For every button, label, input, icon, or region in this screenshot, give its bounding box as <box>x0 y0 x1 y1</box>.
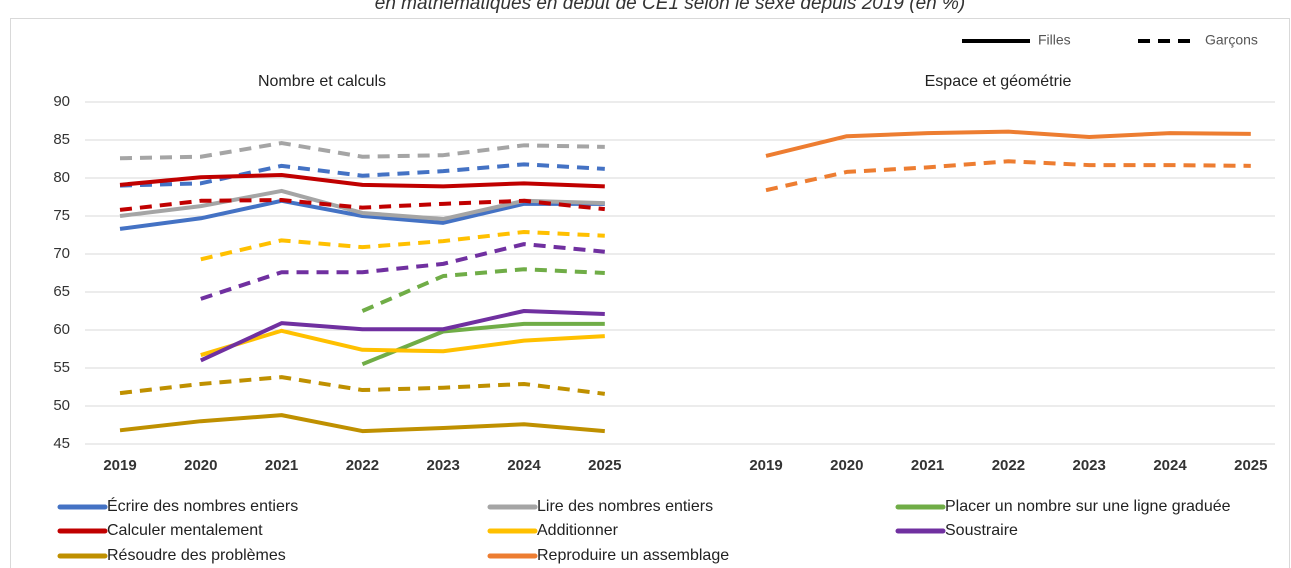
series-line <box>119 375 606 396</box>
legend-label: Résoudre des problèmes <box>107 547 286 564</box>
y-tick-label: 70 <box>53 245 70 262</box>
series-line <box>765 159 1251 193</box>
x-tick-label: 2025 <box>1234 457 1267 474</box>
y-tick-label: 90 <box>53 93 70 110</box>
x-tick-label: 2022 <box>346 457 379 474</box>
x-tick-label: 2022 <box>992 457 1025 474</box>
x-tick-label: 2020 <box>830 457 863 474</box>
x-tick-label: 2019 <box>749 457 782 474</box>
series-line <box>119 198 606 212</box>
series-line <box>119 413 605 434</box>
x-tick-label: 2019 <box>103 457 136 474</box>
legend-label: Soustraire <box>945 522 1018 539</box>
y-tick-label: 85 <box>53 131 70 148</box>
series-line <box>119 162 605 188</box>
y-tick-label: 80 <box>53 169 70 186</box>
x-tick-label: 2023 <box>427 457 460 474</box>
chart-frame <box>10 18 1290 568</box>
x-tick-label: 2021 <box>265 457 298 474</box>
y-tick-label: 75 <box>53 207 70 224</box>
legend-label: Lire des nombres entiers <box>537 498 713 515</box>
legend-label: Placer un nombre sur une ligne graduée <box>945 498 1231 515</box>
legend-label: Additionner <box>537 522 619 539</box>
y-tick-label: 60 <box>53 321 70 338</box>
y-tick-label: 50 <box>53 397 70 414</box>
y-tick-label: 65 <box>53 283 70 300</box>
series-line <box>200 242 605 301</box>
x-tick-label: 2024 <box>507 457 541 474</box>
legend-label: Filles <box>1038 32 1071 48</box>
legend-label: Reproduire un assemblage <box>537 547 729 564</box>
series-line <box>200 229 605 262</box>
series-line <box>200 328 605 357</box>
legend-label: Écrire des nombres entiers <box>107 496 298 515</box>
panel-title: Espace et géométrie <box>925 73 1072 90</box>
series-line <box>361 321 605 367</box>
x-tick-label: 2021 <box>911 457 944 474</box>
series-line <box>361 267 605 313</box>
series-line <box>119 172 605 189</box>
series-line <box>119 141 605 161</box>
legend-label: Garçons <box>1205 32 1258 48</box>
series-line <box>765 129 1251 158</box>
y-tick-label: 55 <box>53 359 70 376</box>
legend-label: Calculer mentalement <box>107 522 263 539</box>
panel-title: Nombre et calculs <box>258 73 386 90</box>
x-tick-label: 2020 <box>184 457 217 474</box>
chart-title: en mathématiques en début de CE1 selon l… <box>375 0 965 14</box>
series-line <box>199 309 605 363</box>
x-tick-label: 2023 <box>1073 457 1106 474</box>
series-line <box>119 198 605 231</box>
y-tick-label: 45 <box>53 435 70 452</box>
x-tick-label: 2025 <box>588 457 621 474</box>
x-tick-label: 2024 <box>1153 457 1187 474</box>
